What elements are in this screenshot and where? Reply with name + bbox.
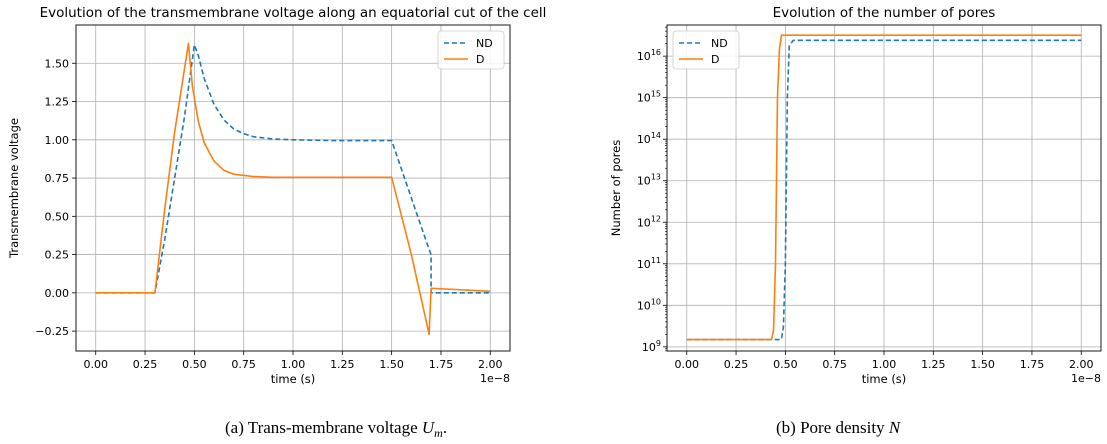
x-tick-label: 0.00 [674, 358, 699, 371]
x-tick-label: 1.25 [330, 358, 355, 371]
legend-label-nd: ND [711, 37, 728, 50]
caption-left-var: U [422, 418, 436, 437]
x-tick-label: 1.00 [872, 358, 897, 371]
y-tick-label: 1016 [637, 48, 661, 63]
y-tick-label: 0.25 [45, 249, 70, 262]
y-tick-label: 1014 [637, 131, 661, 146]
series-line-d [686, 34, 1082, 341]
y-tick-label: 1010 [637, 297, 661, 312]
x-tick-label: 0.25 [724, 358, 749, 371]
caption-right-text: (b) Pore density [776, 418, 889, 437]
legend-label-d: D [711, 53, 719, 66]
x-tick-label: 2.00 [1069, 358, 1094, 371]
y-tick-label: 1012 [637, 214, 661, 229]
chart-title: Evolution of the number of pores [773, 5, 996, 21]
y-tick-label: 1.50 [45, 57, 70, 70]
caption-left-sub: m [434, 426, 443, 440]
chart-title: Evolution of the transmembrane voltage a… [40, 5, 547, 21]
y-tick-label: 0.00 [45, 287, 70, 300]
x-tick-label: 0.00 [83, 358, 108, 371]
y-tick-label: 109 [642, 339, 661, 354]
legend-box [437, 30, 505, 70]
voltage-chart: 0.00 0.25 0.50 0.75 1.00 1.25 1.50 1.75 2.00 −0.2… [7, 5, 546, 386]
y-tick-label: 1013 [637, 173, 661, 188]
x-tick-label: 1.75 [1020, 358, 1045, 371]
y-axis-label: Transmembrane voltage [7, 118, 21, 259]
x-tick-label: 0.25 [133, 358, 158, 371]
x-tick-label: 0.75 [822, 358, 847, 371]
x-axis-label: time (s) [271, 372, 316, 386]
x-tick-label: 1.25 [921, 358, 946, 371]
x-tick-label: 1.75 [429, 358, 454, 371]
series-line-d [95, 42, 491, 335]
legend-label-d: D [476, 53, 484, 66]
x-tick-label: 1.50 [970, 358, 995, 371]
x-tick-label: 1.00 [281, 358, 306, 371]
x-offset-label: 1e−8 [1071, 372, 1101, 385]
y-tick-label: 1011 [637, 256, 661, 271]
caption-right-var: N [888, 418, 902, 437]
caption-left-text: (a) Trans-membrane voltage [225, 418, 422, 437]
legend-label-nd: ND [476, 37, 493, 50]
caption-left-suffix: . [443, 418, 447, 437]
x-tick-label: 1.50 [379, 358, 404, 371]
y-axis-label: Number of pores [609, 140, 623, 236]
y-tick-label: 0.75 [45, 172, 70, 185]
y-tick-label: 1.00 [45, 134, 70, 147]
y-tick-label: 0.50 [45, 210, 70, 223]
pores-chart: 0.00 0.25 0.50 0.75 1.00 1.25 1.50 1.75 2.00 109 1… [609, 5, 1102, 386]
series-line-nd [95, 44, 491, 294]
x-tick-label: 0.50 [773, 358, 798, 371]
y-tick-label: 1.25 [45, 96, 70, 109]
x-offset-label: 1e−8 [480, 372, 510, 385]
caption-right: (b) Pore density N [776, 418, 902, 437]
series-line-nd [686, 39, 1082, 341]
x-tick-label: 0.50 [182, 358, 207, 371]
caption-left: (a) Trans-membrane voltage Um. [225, 418, 447, 440]
x-axis-label: time (s) [862, 372, 907, 386]
y-tick-label: 1015 [637, 90, 661, 105]
x-tick-label: 2.00 [478, 358, 503, 371]
legend-box [672, 30, 740, 70]
y-tick-label: −0.25 [35, 325, 69, 338]
x-tick-label: 0.75 [231, 358, 256, 371]
